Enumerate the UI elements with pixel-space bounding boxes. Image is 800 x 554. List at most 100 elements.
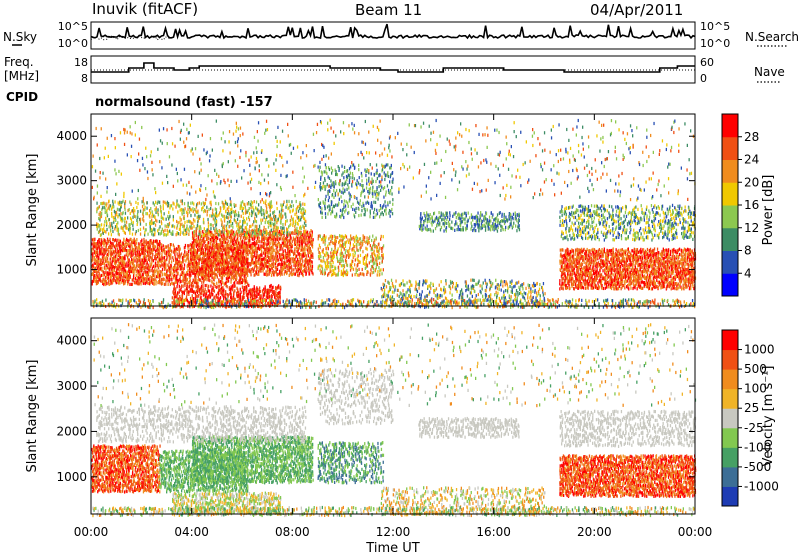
heatmap-cell [137, 210, 139, 214]
heatmap-cell [191, 241, 193, 245]
heatmap-cell [230, 224, 232, 228]
power-heatmap [91, 118, 697, 310]
heatmap-cell [230, 215, 232, 219]
heatmap-cell [286, 265, 288, 269]
heatmap-cell [155, 210, 157, 214]
heatmap-cell [308, 259, 311, 263]
heatmap-cell [226, 230, 228, 234]
heatmap-cell [297, 209, 300, 213]
heatmap-cell [269, 213, 271, 217]
heatmap-cell [241, 280, 243, 285]
heatmap-cell [102, 228, 104, 232]
heatmap-cell [359, 260, 361, 264]
heatmap-cell [143, 277, 145, 281]
heatmap-cell [239, 295, 242, 300]
heatmap-cell [131, 278, 133, 282]
heatmap-cell [231, 207, 233, 211]
heatmap-cell [223, 240, 225, 244]
heatmap-cell [260, 260, 262, 264]
heatmap-cell [160, 270, 162, 274]
heatmap-cell [222, 225, 224, 229]
heatmap-cell [278, 271, 281, 275]
heatmap-cell [214, 229, 216, 233]
heatmap-cell [227, 276, 229, 280]
heatmap-cell [102, 273, 104, 277]
heatmap-cell [138, 250, 141, 254]
heatmap-cell [297, 232, 299, 236]
heatmap-cell [337, 236, 339, 240]
heatmap-cell [289, 271, 291, 275]
heatmap-cell [192, 240, 195, 244]
heatmap-cell [132, 252, 135, 256]
heatmap-cell [283, 229, 285, 233]
heatmap-cell [194, 239, 197, 243]
heatmap-cell [240, 236, 242, 240]
heatmap-cell [220, 280, 222, 284]
heatmap-cell [244, 238, 246, 242]
heatmap-cell [320, 259, 322, 263]
heatmap-cell [291, 244, 293, 248]
heatmap-cell [235, 213, 237, 217]
heatmap-cell [213, 247, 215, 251]
heatmap-cell [208, 207, 210, 212]
heatmap-cell [202, 264, 204, 268]
heatmap-cell [192, 284, 195, 288]
heatmap-cell [240, 269, 242, 273]
heatmap-cell [248, 239, 250, 243]
heatmap-cell [108, 199, 110, 203]
heatmap-cell [137, 269, 139, 273]
heatmap-cell [245, 208, 247, 212]
heatmap-cell [213, 271, 215, 276]
heatmap-cell [157, 211, 159, 215]
heatmap-cell [233, 243, 235, 247]
heatmap-cell [120, 256, 123, 260]
heatmap-cell [260, 232, 262, 236]
heatmap-cell [244, 285, 247, 289]
heatmap-cell [270, 283, 272, 288]
heatmap-cell [264, 254, 266, 258]
heatmap-cell [199, 233, 201, 238]
heatmap-cell [215, 245, 217, 249]
heatmap-cell [268, 204, 270, 208]
heatmap-cell [263, 212, 265, 216]
heatmap-cell [253, 249, 255, 253]
heatmap-cell [225, 266, 227, 270]
heatmap-cell [206, 231, 208, 235]
heatmap-cell [172, 232, 174, 236]
heatmap-cell [210, 264, 212, 268]
noise-left-tick-bottom: 10^0 [58, 37, 88, 50]
heatmap-cell [114, 249, 116, 253]
heatmap-cell [211, 268, 214, 272]
heatmap-cell [176, 231, 178, 235]
heatmap-cell [298, 272, 300, 276]
heatmap-cell [215, 235, 218, 239]
heatmap-cell [98, 259, 100, 263]
heatmap-cell [192, 256, 195, 260]
heatmap-cell [180, 284, 183, 288]
heatmap-cell [159, 276, 161, 280]
heatmap-cell [99, 211, 101, 215]
heatmap-cell [197, 275, 199, 279]
heatmap-cell [209, 233, 212, 237]
heatmap-cell [210, 284, 212, 288]
heatmap-cell [286, 266, 288, 271]
heatmap-cell [209, 201, 211, 205]
heatmap-cell [296, 262, 299, 266]
heatmap-cell [174, 280, 176, 284]
heatmap-cell [299, 237, 301, 241]
heatmap-cell [280, 253, 282, 257]
heatmap-cell [242, 252, 245, 257]
heatmap-cell [148, 249, 150, 253]
heatmap-cell [96, 281, 99, 285]
heatmap-cell [193, 244, 196, 248]
heatmap-cell [298, 274, 300, 278]
heatmap-cell [218, 243, 220, 247]
heatmap-cell [227, 239, 229, 243]
heatmap-cell [274, 251, 277, 255]
heatmap-cell [144, 281, 147, 286]
heatmap-cell [182, 216, 185, 220]
heatmap-cell [146, 201, 148, 205]
heatmap-cell [129, 211, 131, 215]
heatmap-cell [269, 235, 271, 239]
heatmap-cell [143, 261, 145, 265]
